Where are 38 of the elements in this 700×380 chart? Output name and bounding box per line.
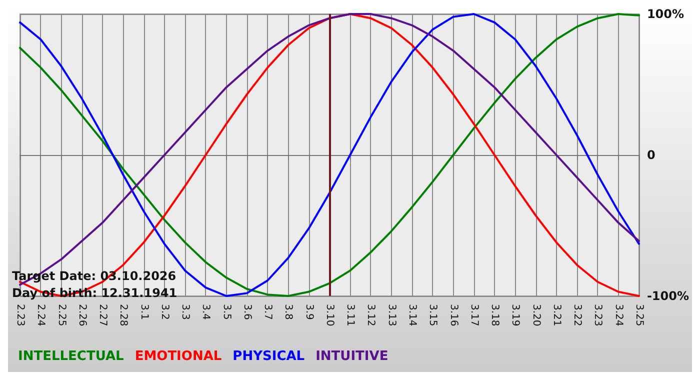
- x-tick-label: 3.7: [262, 304, 274, 320]
- x-tick-label: 3.21: [550, 304, 562, 326]
- x-tick-label: 3.1: [138, 304, 150, 320]
- x-tick-label: 2.26: [76, 304, 88, 326]
- x-tick-label: 3.16: [448, 304, 459, 326]
- x-tick-label: 3.2: [158, 304, 170, 320]
- x-tick-label: 3.15: [427, 304, 438, 326]
- x-tick-label: 3.22: [572, 304, 583, 326]
- y-tick-label: 0: [646, 148, 656, 162]
- x-tick-label: 3.6: [241, 304, 252, 320]
- text: INTUITIVE: [316, 349, 388, 364]
- x-tick-label: 3.25: [633, 304, 644, 326]
- text: EMOTIONAL: [134, 349, 222, 364]
- x-tick-label: 3.3: [180, 304, 191, 320]
- x-tick-label: 2.25: [56, 304, 67, 326]
- x-tick-label: 3.18: [489, 304, 500, 326]
- x-tick-label: 3.8: [282, 304, 294, 320]
- x-tick-label: 2.24: [35, 304, 46, 326]
- x-tick-label: 3.11: [344, 304, 356, 326]
- x-tick-label: 3.20: [530, 304, 542, 326]
- x-tick-label: 3.14: [406, 304, 418, 326]
- x-tick-label: 2.28: [118, 304, 129, 326]
- x-tick-label: 2.23: [14, 304, 26, 326]
- x-tick-label: 3.13: [386, 304, 397, 326]
- text: PHYSICAL: [232, 349, 305, 364]
- x-tick-label: 3.4: [200, 304, 212, 320]
- x-tick-label: 3.19: [510, 304, 521, 326]
- x-tick-label: 2.27: [97, 304, 108, 326]
- x-tick-label: 3.5: [220, 304, 232, 320]
- y-tick-label: -100%: [646, 289, 690, 303]
- y-tick-label: 100%: [646, 7, 684, 21]
- x-tick-label: 3.17: [468, 304, 480, 326]
- x-tick-label: 3.24: [612, 304, 624, 326]
- x-tick-label: 3.12: [365, 304, 376, 326]
- x-tick-label: 3.10: [324, 304, 335, 326]
- x-tick-label: 3.9: [303, 304, 314, 320]
- text: INTELLECTUAL: [18, 349, 124, 364]
- x-tick-label: 3.23: [592, 304, 604, 326]
